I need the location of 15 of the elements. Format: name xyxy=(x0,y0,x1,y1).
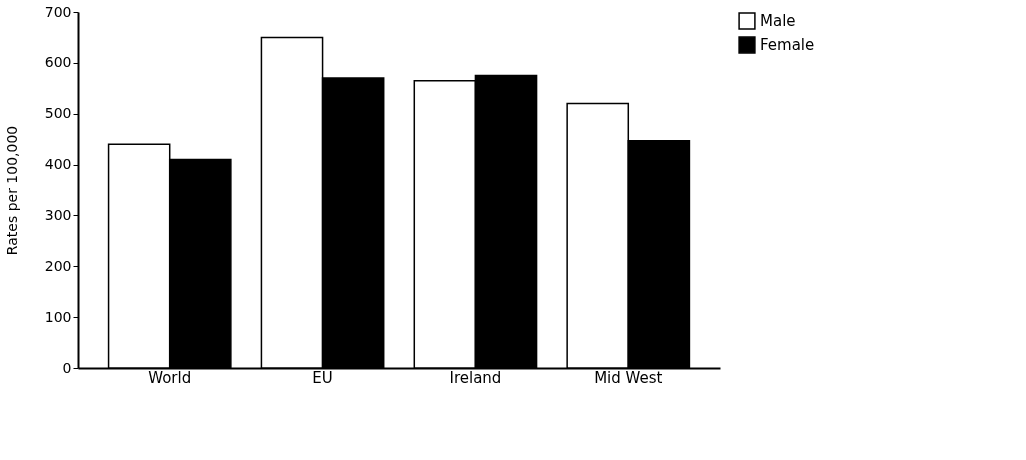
y-tick-label: 200 xyxy=(44,257,72,274)
x-tick-label: World xyxy=(148,368,192,387)
legend-label: Male xyxy=(760,12,796,30)
y-tick-label: 0 xyxy=(62,359,72,376)
x-tick-label: Mid West xyxy=(594,368,663,387)
y-tick-label: 500 xyxy=(44,105,72,122)
y-tick-label: 600 xyxy=(44,54,72,71)
x-tick-label: Ireland xyxy=(449,368,502,387)
y-tick-label: 400 xyxy=(44,156,72,173)
y-tick-label: 300 xyxy=(44,206,72,223)
y-axis-title: Rates per 100,000 xyxy=(3,125,20,256)
y-tick-label: 100 xyxy=(44,308,72,325)
x-tick-label: EU xyxy=(312,368,333,387)
y-tick-label: 700 xyxy=(44,3,72,20)
legend-label: Female xyxy=(760,36,815,54)
